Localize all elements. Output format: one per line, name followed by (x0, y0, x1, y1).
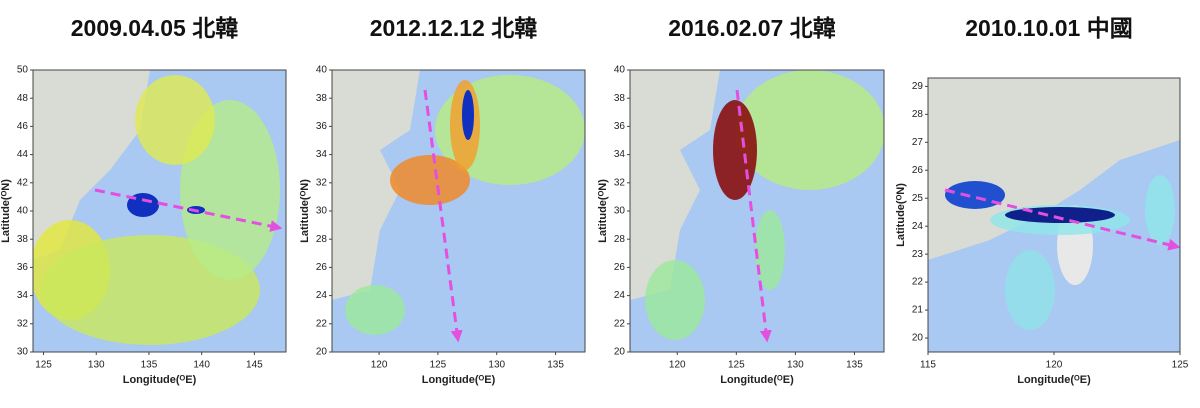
x-tick-label: 125 (35, 360, 52, 371)
map-background (332, 70, 585, 352)
y-tick-label: 50 (17, 65, 29, 76)
x-tick-label: 120 (1046, 360, 1063, 371)
y-tick-label: 38 (17, 234, 29, 245)
y-tick-label: 40 (614, 65, 626, 76)
map-background (928, 78, 1180, 352)
y-axis-label: Latitude(ᴼN) (299, 179, 311, 243)
y-axis-label: Latitude(ᴼN) (597, 179, 609, 243)
y-tick-label: 30 (316, 206, 328, 217)
y-tick-label: 27 (912, 137, 924, 148)
y-tick-label: 34 (614, 149, 626, 160)
y-tick-label: 34 (17, 290, 29, 301)
y-tick-label: 28 (912, 109, 924, 120)
x-tick-label: 135 (846, 360, 863, 371)
y-tick-label: 32 (614, 177, 626, 188)
chart-title: 2016.02.07 北韓 (668, 15, 836, 41)
map-background (630, 70, 884, 352)
y-tick-label: 36 (316, 121, 328, 132)
x-axis-label: Longitude(ᴼE) (720, 374, 794, 386)
map-background (33, 70, 286, 352)
chart-title: 2012.12.12 北韓 (370, 15, 538, 41)
x-tick-label: 115 (920, 360, 936, 371)
y-tick-label: 40 (316, 65, 328, 76)
x-axis-label: Longitude(ᴼE) (123, 374, 197, 386)
x-tick-label: 125 (430, 360, 447, 371)
y-tick-label: 38 (614, 93, 626, 104)
y-tick-label: 28 (614, 234, 626, 245)
x-tick-label: 120 (669, 360, 686, 371)
y-axis-label: Latitude(ᴼN) (895, 183, 907, 247)
y-axis-label: Latitude(ᴼN) (0, 179, 12, 243)
x-axis-label: Longitude(ᴼE) (422, 374, 496, 386)
y-tick-label: 44 (17, 149, 29, 160)
y-tick-label: 40 (17, 206, 29, 217)
y-tick-label: 20 (316, 347, 328, 358)
y-tick-label: 24 (614, 290, 626, 301)
y-tick-label: 30 (17, 347, 29, 358)
y-tick-label: 36 (17, 262, 29, 273)
y-tick-label: 26 (614, 262, 626, 273)
chart-title: 2010.10.01 中國 (965, 15, 1133, 41)
y-tick-label: 48 (17, 93, 29, 104)
y-tick-label: 32 (316, 177, 328, 188)
y-tick-label: 26 (316, 262, 328, 273)
x-tick-label: 125 (1172, 360, 1189, 371)
y-tick-label: 46 (17, 121, 29, 132)
x-tick-label: 130 (488, 360, 505, 371)
x-tick-label: 130 (88, 360, 105, 371)
y-tick-label: 38 (316, 93, 328, 104)
y-tick-label: 20 (912, 333, 924, 344)
y-tick-label: 24 (912, 221, 924, 232)
x-tick-label: 120 (371, 360, 388, 371)
y-tick-label: 25 (912, 193, 924, 204)
y-tick-label: 22 (316, 318, 328, 329)
y-tick-label: 22 (912, 277, 924, 288)
y-tick-label: 42 (17, 177, 29, 188)
x-tick-label: 125 (728, 360, 745, 371)
x-tick-label: 135 (141, 360, 158, 371)
x-tick-label: 135 (547, 360, 564, 371)
y-tick-label: 32 (17, 318, 29, 329)
y-tick-label: 21 (912, 305, 924, 316)
x-tick-label: 145 (246, 360, 263, 371)
y-tick-label: 34 (316, 149, 328, 160)
x-tick-label: 130 (787, 360, 804, 371)
y-tick-label: 29 (912, 81, 924, 92)
y-tick-label: 24 (316, 290, 328, 301)
y-tick-label: 36 (614, 121, 626, 132)
y-tick-label: 20 (614, 347, 626, 358)
x-axis-label: Longitude(ᴼE) (1017, 374, 1091, 386)
y-tick-label: 22 (614, 318, 626, 329)
y-tick-label: 28 (316, 234, 328, 245)
y-tick-label: 30 (614, 206, 626, 217)
y-tick-label: 23 (912, 249, 924, 260)
y-tick-label: 26 (912, 165, 924, 176)
x-tick-label: 140 (193, 360, 210, 371)
chart-title: 2009.04.05 北韓 (71, 15, 239, 41)
